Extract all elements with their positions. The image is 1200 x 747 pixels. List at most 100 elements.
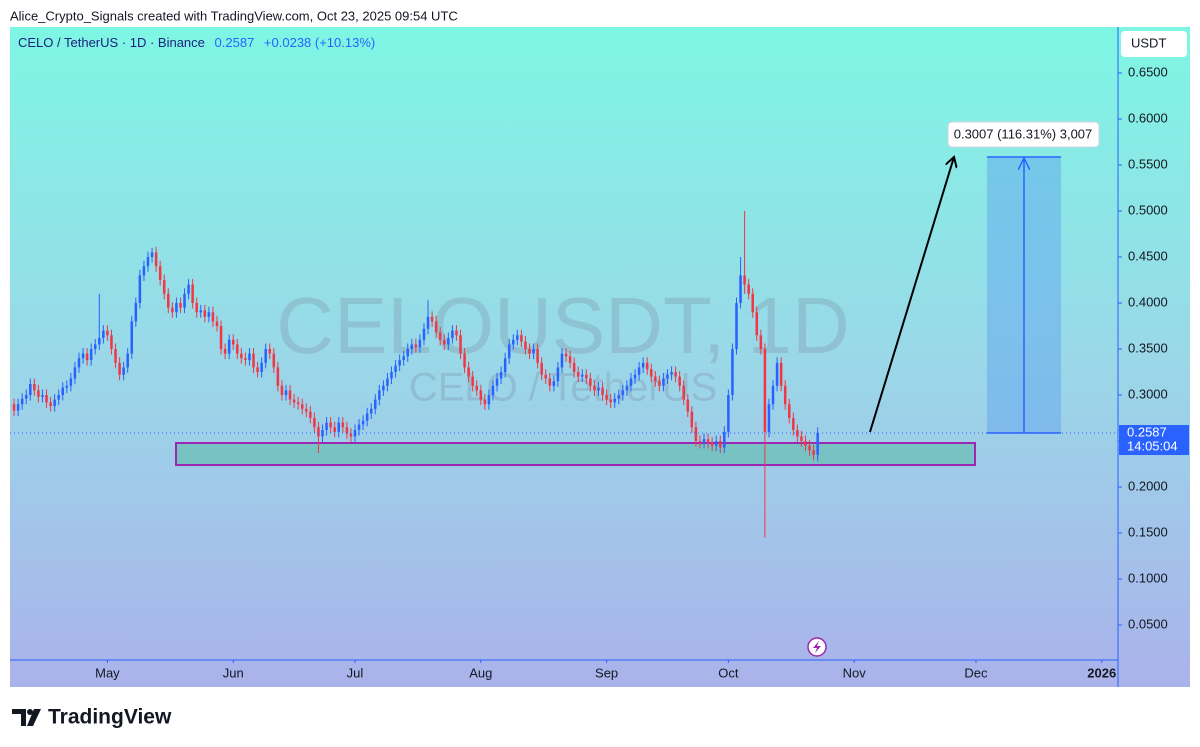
candle-body (195, 303, 198, 313)
candle-body (666, 374, 669, 379)
candle-body (516, 335, 519, 340)
candle-body (641, 362, 645, 368)
candle-body (426, 316, 430, 329)
alert-icon (807, 637, 827, 657)
candle-body (162, 280, 166, 294)
candle-body (231, 339, 235, 345)
candle-body (714, 441, 718, 446)
candle-body (731, 349, 734, 396)
unit-box (1121, 31, 1187, 57)
candle-body (710, 442, 714, 446)
candle-body (418, 339, 422, 348)
candle-body (81, 353, 85, 359)
x-tick-label: May (95, 665, 120, 680)
candle-body (252, 353, 255, 368)
candle-body (633, 374, 637, 379)
candle-body (576, 372, 580, 377)
x-tick-label: Jun (223, 665, 244, 680)
candle-body (645, 362, 649, 370)
legend-price: 0.2587 (215, 35, 255, 50)
candle-body (601, 387, 604, 396)
candle-body (211, 312, 215, 322)
legend-change: +0.0238 (+10.13%) (264, 35, 375, 50)
candle-body (463, 353, 466, 368)
candle-body (20, 398, 24, 405)
candle-body (682, 385, 685, 400)
candle-body (479, 390, 483, 400)
candle-body (349, 433, 353, 437)
candle-body (544, 374, 547, 379)
candle-body (309, 411, 312, 419)
candle-body (552, 381, 556, 386)
candle-body (800, 436, 803, 442)
annotation-box (947, 121, 1100, 148)
candle-body (199, 310, 203, 313)
candle-body (175, 303, 178, 313)
candle-body (471, 376, 474, 386)
candle-body (702, 439, 706, 443)
y-tick-label: 0.4000 (1128, 294, 1168, 309)
candle-body (621, 390, 625, 396)
candle-body (690, 411, 694, 428)
candle-body (438, 332, 442, 340)
candle-body (447, 337, 450, 345)
y-tick-label: 0.4500 (1128, 248, 1168, 263)
candle-body (654, 376, 657, 382)
candle-body (114, 349, 117, 363)
candle-body (763, 349, 767, 432)
candle-body (686, 399, 690, 412)
candle-body (507, 344, 511, 359)
candle-body (650, 369, 653, 377)
candle-body (16, 404, 20, 411)
candle-body (475, 385, 478, 391)
candle-body (771, 385, 775, 405)
candle-body (276, 367, 280, 386)
candle-body (142, 266, 146, 276)
candles (12, 211, 819, 538)
candle-body (775, 362, 779, 386)
candle-body (325, 422, 328, 430)
candle-body (284, 390, 288, 396)
candle-body (179, 303, 182, 308)
candle-body (792, 418, 795, 430)
candle-body (317, 427, 320, 437)
candle-body (167, 293, 170, 308)
candle-body (69, 378, 73, 386)
y-unit: USDT (1131, 35, 1166, 50)
candle-body (203, 310, 207, 317)
candle-body (694, 427, 698, 442)
candle-body (260, 362, 263, 373)
candle-body (207, 312, 211, 317)
candle-body (658, 381, 661, 386)
candle-body (520, 335, 523, 342)
legend: CELO / TetherUS · 1D · Binance 0.2587 +0… (18, 35, 375, 50)
last-price-label: 0.2587 (1127, 424, 1167, 439)
candle-body (739, 275, 742, 304)
candle-body (783, 385, 787, 405)
y-tick-label: 0.1000 (1128, 570, 1168, 585)
candle-body (110, 335, 113, 350)
candle-body (674, 372, 677, 377)
y-tick-label: 0.2000 (1128, 478, 1168, 493)
footer-logo (12, 709, 41, 726)
candle-body (53, 399, 56, 407)
candle-body (487, 395, 491, 405)
candle-body (374, 399, 377, 409)
candle-body (215, 321, 219, 327)
projection-arrow (869, 157, 954, 433)
candle-body (593, 385, 596, 391)
candle-body (154, 252, 158, 267)
candle-body (564, 353, 568, 357)
candle-body (248, 353, 251, 361)
candle-body (536, 349, 539, 363)
candle-body (130, 321, 134, 354)
candle-body (812, 450, 815, 455)
annotation: 0.3007 (116.31%) 3,007 (954, 126, 1093, 141)
candle-body (361, 420, 365, 425)
candle-body (77, 358, 81, 368)
attribution: Alice_Crypto_Signals created with Tradin… (10, 8, 458, 23)
candle-body (499, 372, 503, 379)
candle-body (483, 399, 487, 405)
candle-body (85, 353, 89, 361)
candle-body (345, 427, 349, 434)
